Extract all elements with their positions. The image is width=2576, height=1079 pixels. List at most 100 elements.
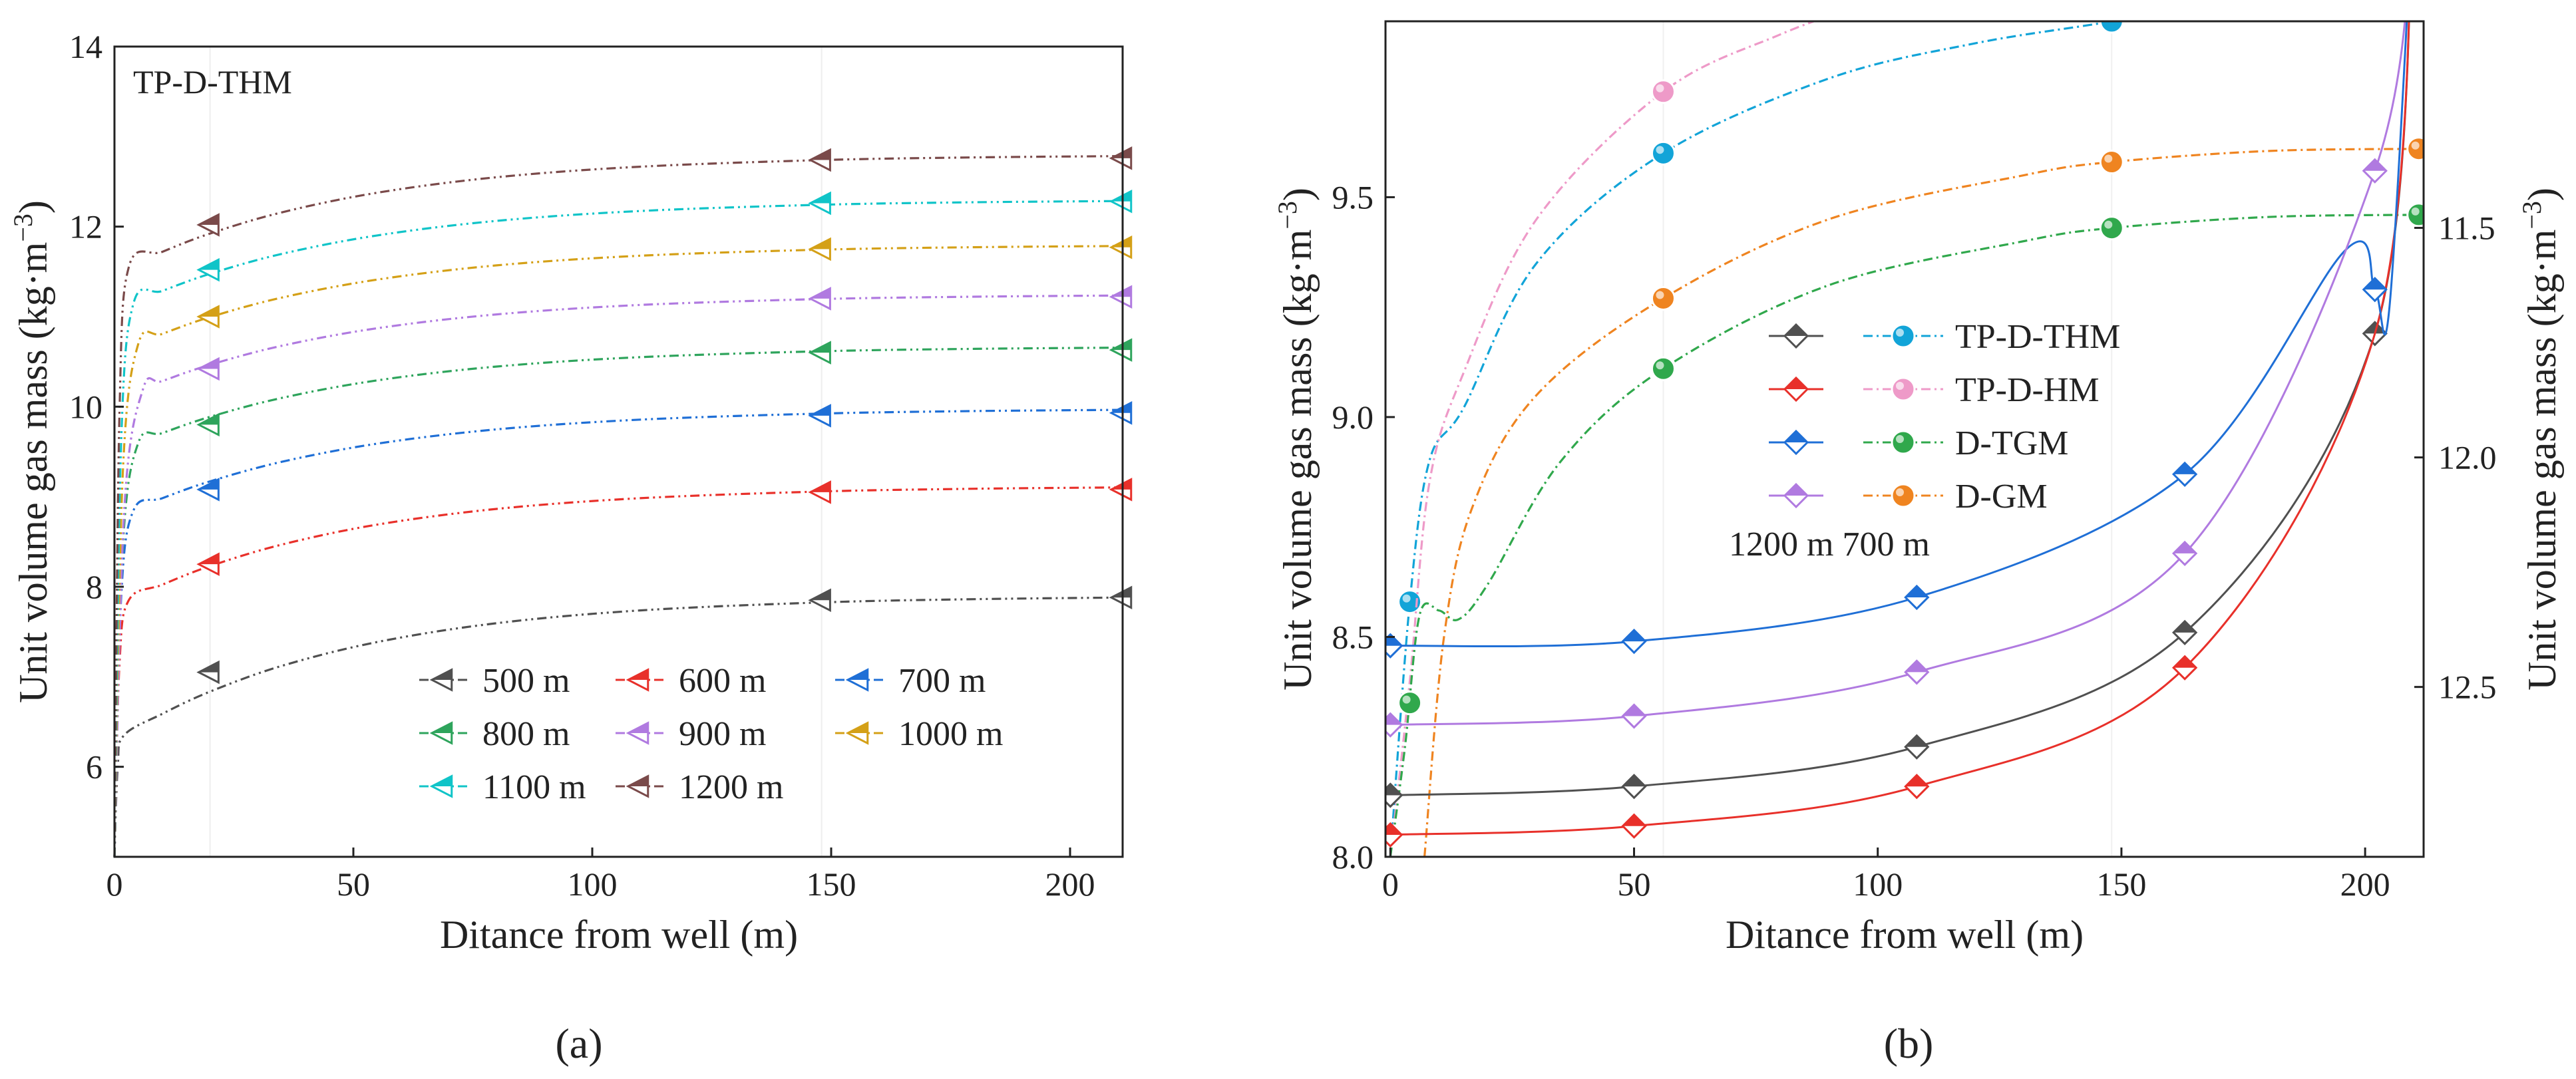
panel-b-legend-item-D-TGM: D-TGM [1769,424,2068,462]
panel-b-1200m-marker-D-GM-1 [2099,150,2124,175]
panel-a-marker-500m-1 [808,588,831,613]
panel-b-label: (b) [1884,1020,1934,1067]
panel-b-legend: TP-D-THM TP-D-HM D-TGM D-GM [1769,318,2120,516]
panel-b-legend-swatch-1200m-marker-2-highlight [1896,435,1904,443]
panel-b-700m-marker-TP-D-THM-3-fill [2173,621,2197,633]
panel-a-line-500m [113,596,1123,857]
panel-b-legend-swatch-1200m-marker-3-highlight [1896,488,1904,496]
panel-a-marker-800m-2 [1109,338,1133,362]
panel-b-700m-marker-TP-D-HM-1 [1621,813,1647,839]
panel-b-right-y-label-sup: −3 [2517,201,2547,230]
panel-a-marker-800m-1 [808,341,831,365]
panel-a-line-900m [113,294,1123,857]
panel-a-marker-1100m-0 [196,257,220,282]
panel-a-xtick-label-4: 200 [1045,865,1095,903]
panel-a-legend: 500 m 600 m 700 m 800 m 900 m 1000 m 1100 m 120… [419,662,1003,806]
panel-a-ytick-label-1: 8 [86,568,102,605]
panel-b-700m-marker-TP-D-THM-4-fill [2363,322,2386,334]
panel-b-xtick-label-0: 0 [1382,865,1399,903]
panel-a-chart: 0 50 100 150 200 6 8 10 12 14 TP-D-THM Ditance fr… [8,28,1133,1067]
panel-b-1200m-marker-D-TGM-2 [2099,216,2124,241]
panel-a-marker-1000m-2 [1109,235,1133,259]
panel-b-1200m-marker-D-GM-0 [1650,285,1676,311]
panel-a-marker-1000m-2-fill [1111,237,1131,247]
panel-a-marker-700m-1 [808,404,831,428]
panel-b-legend-swatch-1200m-marker-1-body [1891,377,1916,402]
panel-a-legend-swatch-marker-6 [429,774,453,798]
panel-a-marker-900m-2 [1109,285,1133,309]
panel-b-1200m-marker-D-TGM-1-body [1650,356,1676,381]
panel-b-legend-swatch-1200m-marker-3 [1891,483,1916,508]
panel-a-faint-guides [209,47,823,857]
panel-a-line-600m [113,486,1123,857]
panel-b-right-y-axis-label: Unit volume gas mass (kg·m−3) [2517,188,2564,691]
panel-b-xtick-label-2: 100 [1853,865,1903,903]
panel-b-700m-marker-D-GM-2 [1904,659,1930,685]
panel-b-x-axis-label: Ditance from well (m) [1726,913,2084,957]
panel-b-1200m-marker-TP-D-THM-1-highlight [1656,146,1664,154]
panel-b-1200m-line-TP-D-THM [1389,21,2118,857]
panel-b-700m-marker-TP-D-HM-0-fill [1385,823,1402,835]
panel-b-1200m-marker-TP-D-THM-2-body [2099,21,2124,34]
panel-b-legend-swatch-700m-marker-3 [1783,482,1809,509]
panel-b-1200m-marker-D-TGM-0-highlight [1402,695,1411,704]
panel-a-legend-label-5: 1000 m [898,715,1003,753]
panel-b-700m-marker-D-TGM-2-fill [1905,585,1929,597]
panel-a-legend-label-2: 700 m [898,662,986,700]
panel-b-left-ytick-label-3: 9.5 [1332,178,1374,216]
panel-a-ytick-label-2: 10 [69,388,102,425]
panel-a-y-label-sup: −3 [8,214,38,242]
panel-a-marker-500m-0 [196,660,220,685]
panel-b-700m-marker-D-TGM-1 [1621,628,1647,655]
panel-b-700m-marker-D-GM-4-fill [2363,159,2386,171]
panel-a-line-1200m [113,155,1123,857]
panel-a-marker-800m-1-fill [810,342,830,353]
panel-b-700m-marker-D-GM-0-fill [1385,713,1402,725]
panel-b-700m-marker-D-TGM-1-fill [1622,630,1646,642]
panel-b-legend-swatch-1200m-marker-0-highlight [1896,329,1904,337]
panel-b-1200m-marker-TP-D-HM-0 [1650,79,1676,104]
panel-a-line-700m [113,408,1123,857]
panel-a-xtick-label-2: 100 [568,865,618,903]
panel-a-legend-swatch-marker-7 [626,774,649,798]
panel-a-marker-1100m-1 [808,191,831,216]
panel-b-700m-marker-D-TGM-3-fill [2173,462,2197,474]
panel-b-legend-swatch-1200m-marker-0-body [1891,323,1916,349]
panel-a-ytick-label-0: 6 [86,748,102,786]
panel-a-legend-label-0: 500 m [482,662,570,700]
panel-b-700m-marker-D-GM-0 [1385,712,1403,738]
panel-b-legend-swatch-1200m-marker-1-highlight [1896,382,1904,390]
panel-a-marker-1200m-2-fill [1111,148,1131,158]
panel-a-marker-1000m-1 [808,237,831,261]
panel-b-legend-swatch-700m-marker-0 [1783,323,1809,349]
panel-b-700m-marker-TP-D-HM-3-fill [2173,656,2197,668]
panel-b-legend-swatch-1200m-marker-2 [1891,430,1916,455]
panel-b-1200m-marker-D-TGM-3-highlight [2411,207,2420,216]
panel-a-marker-900m-0 [196,357,220,381]
panel-b-1200m-marker-D-TGM-3 [2406,202,2424,228]
panel-a-marker-1200m-0-fill [198,214,219,225]
panel-b-legend-swatch-1200m-marker-1 [1891,377,1916,402]
panel-b-1200m-marker-D-GM-1-highlight [2104,154,2113,163]
panel-a-marker-600m-0-fill [198,553,219,565]
panel-a-legend-label-6: 1100 m [482,768,586,806]
panel-b-legend-swatch-1200m-marker-2-body [1891,430,1916,455]
panel-a-legend-item-600m: 600 m [616,662,766,700]
panel-a-xtick-label-3: 150 [807,865,856,903]
panel-a-legend-swatch-marker-5-fill [848,722,868,733]
panel-a-marker-1000m-0 [196,305,220,329]
panel-b-left-y-label-close: ) [1276,188,1320,201]
panel-a-legend-label-3: 800 m [482,715,570,753]
panel-a-legend-label-1: 600 m [679,662,766,700]
panel-a-marker-1200m-2 [1109,146,1133,170]
panel-b-700m-marker-TP-D-THM-2-fill [1905,735,1929,747]
panel-b-legend-swatch-1200m-marker-3-body [1891,483,1916,508]
panel-b-left-y-label-sup: −3 [1272,201,1302,230]
panel-b-left-y-axis-label: Unit volume gas mass (kg·m−3) [1272,188,1320,691]
panel-a-marker-1000m-1-fill [810,239,830,249]
panel-a-marker-700m-1-fill [810,405,830,416]
panel-b-legend-label-1: TP-D-HM [1955,371,2100,409]
panel-b-right-y-label-close: ) [2520,188,2564,201]
panel-a-marker-900m-1 [808,287,831,311]
panel-b-700m-marker-D-GM-2-fill [1905,661,1929,673]
